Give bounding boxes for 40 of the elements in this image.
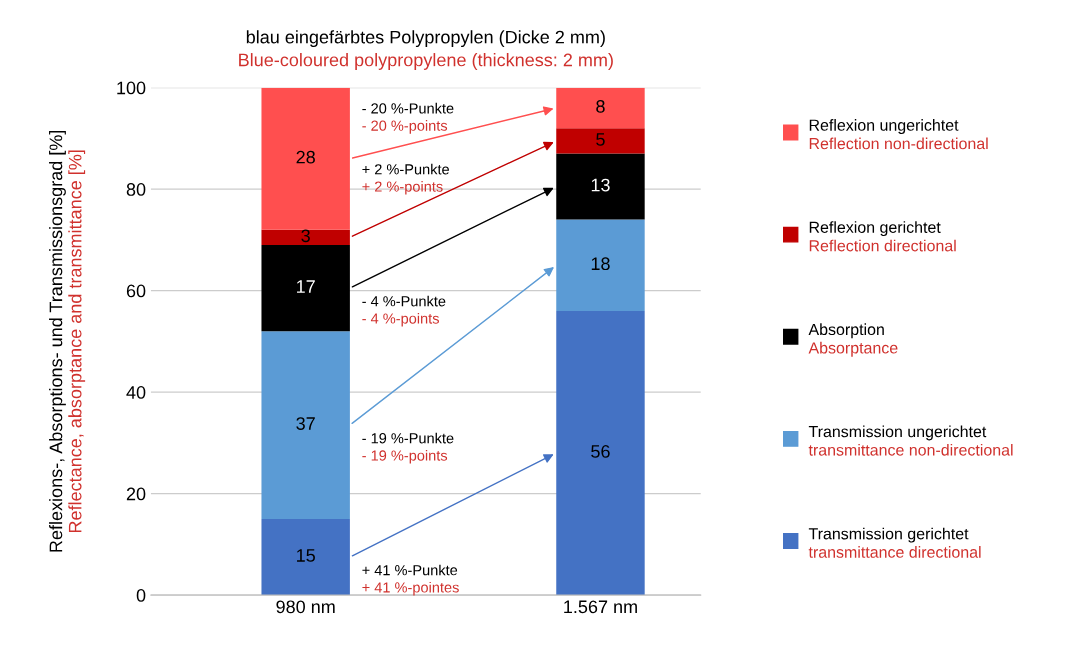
legend-label: Transmission ungerichtet transmittance non-directional — [808, 425, 1013, 456]
y-tick-label: 60 — [126, 284, 146, 298]
data-label: 13 — [591, 178, 610, 192]
y-tick-label: 40 — [126, 386, 146, 399]
y-tick-label: 80 — [126, 183, 146, 196]
bar — [261, 87, 350, 230]
annotation: - 19 %-Punkte - 19 %-points — [362, 432, 454, 464]
y-axis-title: Reflexions-, Absorptions- und Transmissionsgrad [%] Reflectance, absorptance and transmittance [%] — [49, 130, 86, 552]
annotation: - 20 %-Punkte - 20 %-points — [362, 102, 454, 134]
x-tick-label: 980 nm — [276, 600, 335, 614]
data-label: 15 — [297, 549, 315, 562]
data-label: 5 — [596, 133, 605, 146]
chart-subtitle: Blue-coloured polypropylene (thickness: 2 mm) — [239, 53, 613, 70]
legend-label: Transmission gerichtet transmittance directional — [808, 527, 981, 558]
annotation: + 2 %-Punkte + 2 %-points — [362, 163, 449, 195]
legend-label: Reflexion ungerichtet Reflection non-directional — [809, 119, 988, 150]
bar — [556, 310, 645, 596]
bar — [261, 229, 350, 245]
bar — [261, 244, 350, 332]
bar — [556, 128, 645, 154]
data-label: 17 — [297, 280, 315, 293]
data-label: 56 — [591, 445, 610, 458]
legend-label: Absorption Absorptance — [808, 323, 898, 357]
annotation: + 41 %-Punkte + 41 %-pointes — [362, 564, 459, 596]
bar — [556, 219, 645, 311]
y-tick-label: 0 — [136, 589, 146, 602]
bar — [556, 153, 645, 220]
y-tick-label: 20 — [126, 487, 146, 501]
annotation: - 4 %-Punkte - 4 %-points — [362, 295, 446, 327]
x-tick-label: 1.567 nm — [564, 600, 637, 614]
bar — [261, 518, 350, 596]
data-label: 3 — [301, 229, 310, 243]
data-label: 28 — [296, 150, 315, 164]
bar — [556, 87, 645, 129]
y-tick-label: 100 — [117, 81, 146, 95]
chart-title: blau eingefärbtes Polypropylen (Dicke 2 mm) — [246, 30, 605, 48]
data-label: 37 — [296, 417, 315, 430]
data-label: 18 — [591, 257, 610, 271]
data-label: 8 — [596, 100, 605, 113]
legend-label: Reflexion gerichtet Reflection directional — [809, 221, 956, 252]
